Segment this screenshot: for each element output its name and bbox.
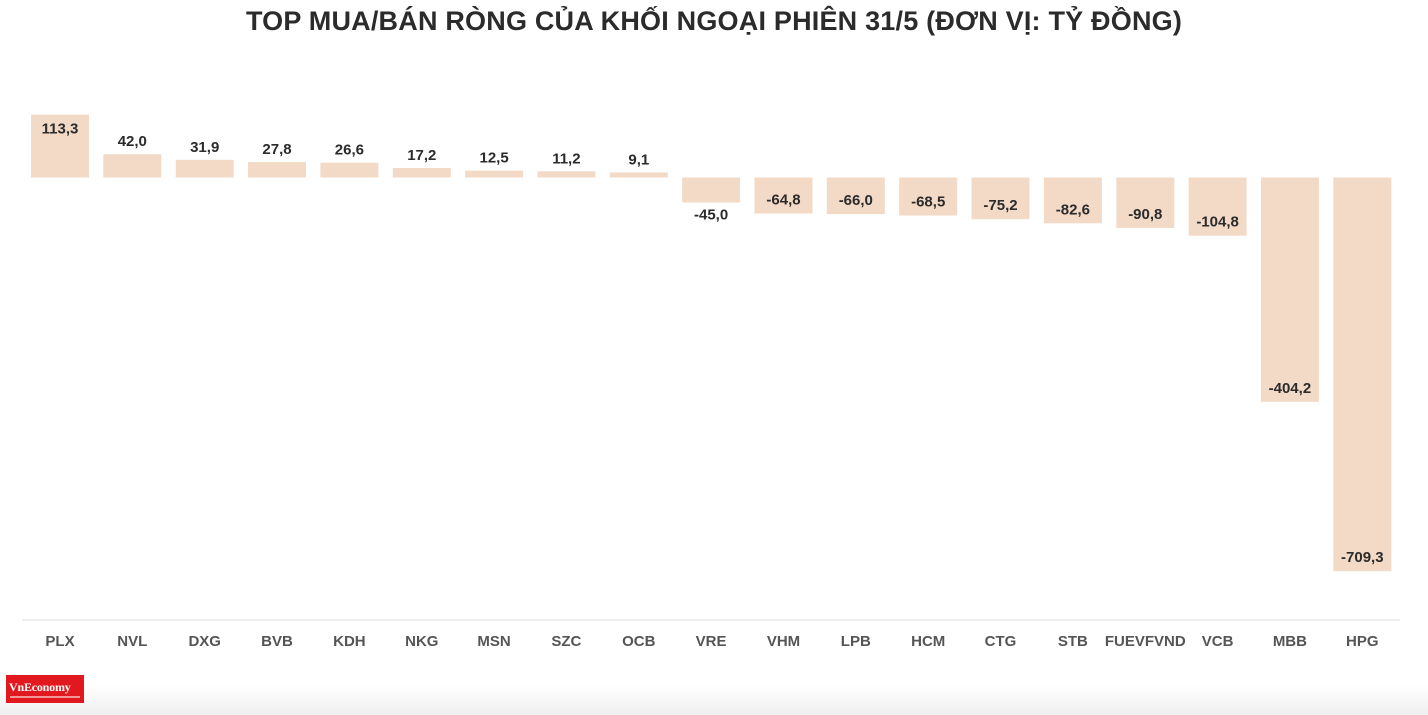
data-label-kdh: 26,6 [335, 142, 364, 159]
data-label-lpb: -66,0 [839, 192, 873, 209]
x-tick-stb: STB [1058, 633, 1088, 650]
logo-tagline-decoration [10, 696, 80, 698]
footer-shade [0, 685, 1428, 715]
x-tick-msn: MSN [477, 633, 510, 650]
x-tick-nvl: NVL [117, 633, 147, 650]
bar-vre [682, 177, 741, 203]
data-label-ocb: 9,1 [628, 151, 649, 168]
data-label-vre: -45,0 [694, 207, 728, 224]
x-tick-vhm: VHM [767, 633, 800, 650]
data-label-vcb: -104,8 [1196, 214, 1239, 231]
bar-stb [1043, 177, 1102, 224]
bar-kdh [320, 162, 379, 178]
bar-fuevfvnd [1116, 177, 1175, 228]
x-tick-dxg: DXG [188, 633, 221, 650]
x-tick-plx: PLX [45, 633, 74, 650]
x-tick-labels-layer: PLX NVL DXG BVB KDH NKG MSN SZC OCB VRE VHM LPB HCM C… [45, 633, 1378, 650]
bar-msn [465, 170, 524, 178]
x-tick-hpg: HPG [1346, 633, 1379, 650]
bar-lpb [826, 177, 885, 215]
data-label-hpg: -709,3 [1341, 549, 1384, 566]
x-tick-fuevfvnd: FUEVFVND [1105, 633, 1186, 650]
x-tick-kdh: KDH [333, 633, 366, 650]
x-tick-ocb: OCB [622, 633, 656, 650]
logo-text: VnEconomy [9, 680, 71, 694]
x-tick-nkg: NKG [405, 633, 438, 650]
bar-ctg [971, 177, 1030, 220]
x-tick-vre: VRE [696, 633, 727, 650]
x-tick-szc: SZC [551, 633, 581, 650]
chart-title: TOP MUA/BÁN RÒNG CỦA KHỐI NGOẠI PHIÊN 31… [245, 6, 1183, 36]
bar-bvb [248, 162, 306, 178]
bar-nkg [392, 168, 451, 178]
data-label-vhm: -64,8 [766, 192, 800, 209]
vneconomy-logo: VnEconomy [6, 675, 84, 703]
bar-szc [537, 171, 596, 178]
bar-hcm [899, 177, 958, 216]
data-label-fuevfvnd: -90,8 [1128, 206, 1162, 223]
data-label-msn: 12,5 [479, 150, 508, 167]
x-tick-lpb: LPB [841, 633, 871, 650]
data-label-hcm: -68,5 [911, 194, 945, 211]
x-tick-ctg: CTG [985, 633, 1017, 650]
bar-vhm [754, 177, 813, 214]
bar-mbb [1260, 177, 1319, 402]
bar-plx [31, 114, 89, 178]
bar-hpg [1333, 177, 1392, 572]
data-label-bvb: 27,8 [262, 141, 291, 158]
data-label-stb: -82,6 [1056, 201, 1090, 218]
x-tick-vcb: VCB [1202, 633, 1234, 650]
bar-vcb [1188, 177, 1247, 236]
data-label-szc: 11,2 [552, 150, 580, 167]
bar-nvl [103, 154, 162, 178]
x-tick-mbb: MBB [1273, 633, 1307, 650]
data-labels-layer: 113,3 42,0 31,9 27,8 26,6 17,2 12,5 11,2 9,1 -45,… [42, 121, 1384, 567]
data-label-ctg: -75,2 [983, 197, 1017, 214]
bar-dxg [175, 159, 234, 178]
data-label-mbb: -404,2 [1269, 380, 1312, 397]
data-label-plx: 113,3 [42, 121, 79, 138]
data-label-nkg: 17,2 [407, 147, 436, 164]
x-tick-bvb: BVB [261, 633, 293, 650]
data-label-nvl: 42,0 [118, 133, 147, 150]
data-label-dxg: 31,9 [190, 139, 219, 156]
bar-ocb [609, 172, 668, 178]
x-tick-hcm: HCM [911, 633, 945, 650]
bars-layer [31, 114, 1392, 572]
